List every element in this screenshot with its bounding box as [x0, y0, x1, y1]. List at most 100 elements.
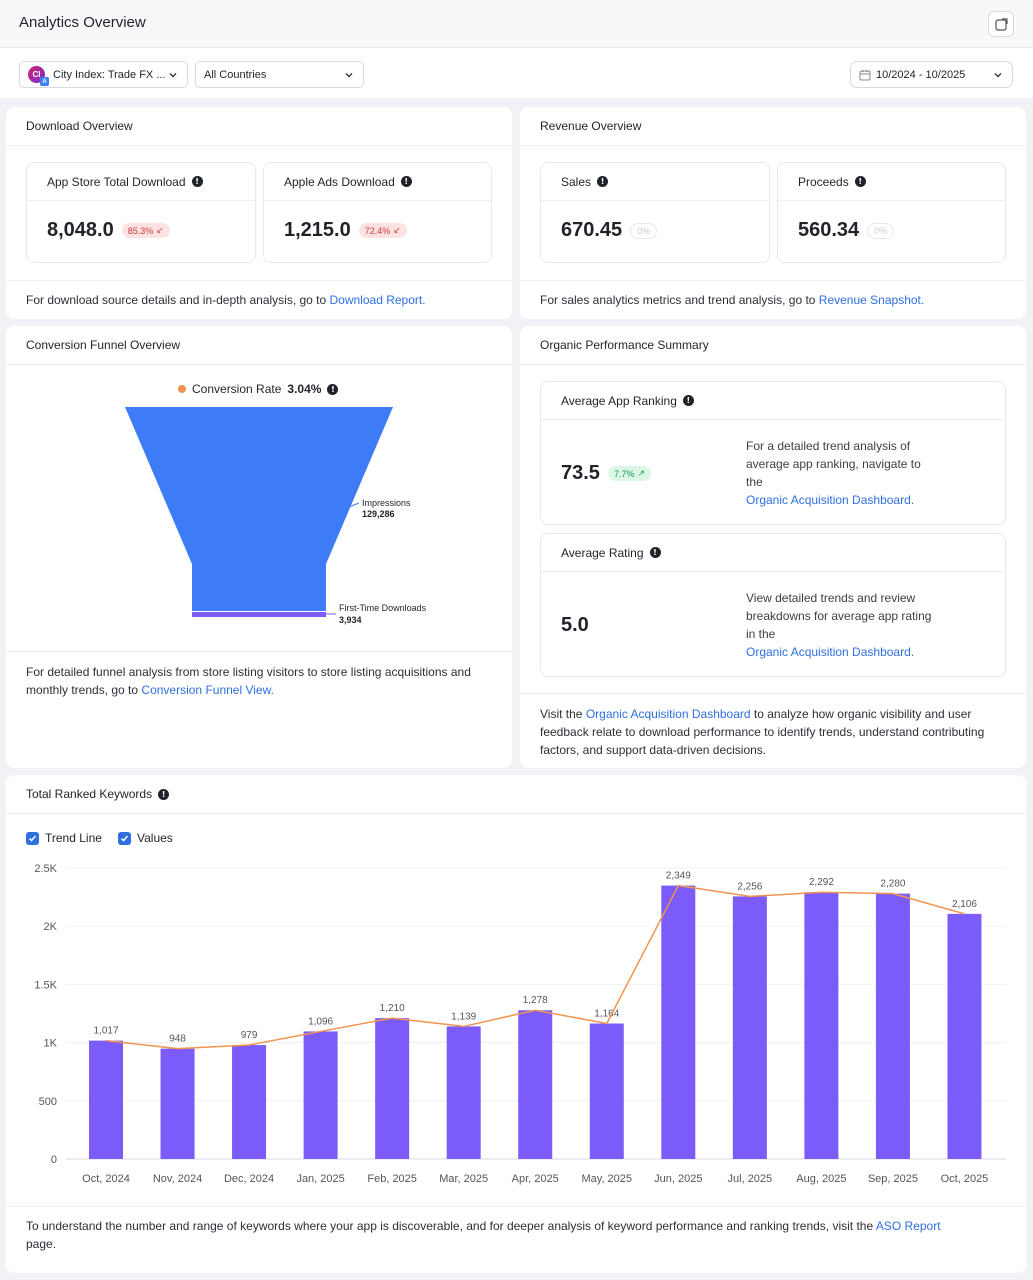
trend-line-toggle[interactable]: Trend Line [26, 831, 102, 845]
bar [804, 892, 839, 1159]
conversion-rate-legend: Conversion Rate 3.04% ! [178, 382, 339, 396]
info-icon[interactable]: ! [682, 395, 694, 406]
change-badge: 7.7% ↗ [607, 466, 651, 481]
y-tick-label: 2K [44, 921, 58, 933]
data-label: 2,106 [952, 899, 977, 910]
data-label: 2,256 [737, 881, 762, 892]
downloads-value: 3,934 [339, 615, 362, 625]
organic-dashboard-link[interactable]: Organic Acquisition Dashboard. [746, 645, 915, 659]
bar [375, 1018, 410, 1159]
change-badge: 0% [867, 222, 895, 239]
card-title: Total Ranked Keywords! [6, 775, 1026, 814]
arrow-up-right-icon: ↗ [637, 468, 645, 478]
download-footer: For download source details and in-depth… [26, 293, 426, 307]
rating-description: View detailed trends and review breakdow… [746, 591, 932, 659]
x-tick-label: Mar, 2025 [439, 1173, 488, 1185]
trend-line [105, 884, 965, 1050]
metric-value: 5.0 [561, 614, 589, 636]
conversion-funnel-card: Conversion Funnel Overview Conversion Ra… [6, 326, 512, 768]
info-icon[interactable]: ! [649, 547, 661, 558]
organic-performance-card: Organic Performance Summary Average App … [520, 326, 1026, 768]
y-tick-label: 500 [39, 1096, 57, 1108]
x-tick-label: Oct, 2024 [82, 1173, 130, 1185]
y-tick-label: 1K [44, 1038, 58, 1050]
info-icon[interactable]: ! [191, 176, 203, 187]
arrow-down-left-icon: ↙ [156, 225, 164, 235]
revenue-footer: For sales analytics metrics and trend an… [540, 293, 925, 307]
x-tick-label: Aug, 2025 [796, 1173, 846, 1185]
info-icon[interactable]: ! [854, 176, 866, 187]
aso-report-link[interactable]: ASO Report [875, 1219, 941, 1233]
values-label: Values [137, 831, 173, 845]
bar [232, 1045, 267, 1159]
funnel-downloads-shape [192, 612, 326, 617]
conversion-funnel-link[interactable]: Conversion Funnel View. [141, 683, 274, 697]
chevron-down-icon [994, 73, 1002, 78]
date-range-select[interactable]: 10/2024 - 10/2025 [850, 61, 1013, 88]
country-select[interactable]: All Countries [195, 61, 364, 88]
data-label: 1,139 [451, 1011, 476, 1022]
sales-metric: Sales! 670.45 0% [540, 162, 770, 263]
checkbox-checked-icon[interactable] [26, 831, 39, 845]
top-bar: Analytics Overview [0, 0, 1033, 48]
card-title: Organic Performance Summary [520, 326, 1026, 365]
x-tick-label: Jan, 2025 [296, 1173, 344, 1185]
x-tick-label: Sep, 2025 [868, 1173, 918, 1185]
y-tick-label: 2.5K [34, 863, 57, 875]
impressions-label: Impressions [362, 498, 411, 508]
funnel-footer: For detailed funnel analysis from store … [26, 665, 471, 697]
funnel-chart: Impressions 129,286 First-Time Downloads… [125, 407, 427, 625]
x-tick-label: Jun, 2025 [654, 1173, 702, 1185]
change-badge: 72.4% ↙ [358, 223, 407, 238]
bar [589, 1023, 624, 1159]
chevron-down-icon [169, 73, 177, 78]
bar [732, 896, 767, 1159]
legend-dot-icon [178, 385, 186, 393]
info-icon[interactable]: ! [400, 176, 412, 187]
keywords-bar-chart: 0 500 1K 1.5K 2K 2.5K 1,017 Oct, 2024 948 Nov, 20… [34, 863, 1006, 1185]
arrow-down-left-icon: ↙ [393, 225, 401, 235]
card-title: Revenue Overview [520, 107, 1026, 146]
checkbox-checked-icon[interactable] [118, 831, 131, 845]
average-rating-metric: Average Rating! 5.0 View detailed trends… [540, 533, 1006, 677]
conversion-rate-label: Conversion Rate [192, 382, 282, 396]
x-tick-label: Jul, 2025 [728, 1173, 773, 1185]
metric-label: Proceeds [798, 174, 849, 189]
ranked-keywords-card: Total Ranked Keywords! Trend Line Values… [6, 775, 1026, 1273]
app-select-label: City Index: Trade FX ... [53, 68, 166, 81]
organic-dashboard-link[interactable]: Organic Acquisition Dashboard [585, 707, 751, 721]
metric-label: Sales [561, 174, 592, 189]
revenue-overview-card: Revenue Overview Sales! 670.45 0% Procee… [520, 107, 1026, 319]
metric-label: Apple Ads Download [284, 174, 395, 189]
funnel-impressions-shape [125, 407, 393, 611]
info-icon[interactable]: ! [327, 383, 339, 395]
card-title: Conversion Funnel Overview [6, 326, 512, 365]
app-select[interactable]: CI A City Index: Trade FX ... [19, 61, 188, 88]
keywords-footer: To understand the number and range of ke… [26, 1219, 941, 1251]
app-store-download-metric: App Store Total Download! 8,048.0 85.3% ↙ [26, 162, 256, 263]
metric-label: App Store Total Download [47, 174, 186, 189]
open-external-button[interactable] [988, 11, 1014, 37]
metric-value: 670.45 [561, 219, 623, 241]
bar [518, 1010, 553, 1159]
app-store-badge-icon: A [40, 77, 49, 86]
organic-dashboard-link[interactable]: Organic Acquisition Dashboard. [746, 493, 915, 507]
info-icon[interactable]: ! [158, 788, 170, 800]
ranking-description: For a detailed trend analysis of average… [746, 439, 921, 507]
apple-ads-download-metric: Apple Ads Download! 1,215.0 72.4% ↙ [263, 162, 492, 263]
organic-footer: Visit the Organic Acquisition Dashboard … [540, 707, 985, 757]
values-toggle[interactable]: Values [118, 831, 173, 845]
metric-value: 560.34 [798, 219, 860, 241]
conversion-rate-value: 3.04% [287, 382, 322, 396]
x-tick-label: Nov, 2024 [153, 1173, 202, 1185]
info-icon[interactable]: ! [597, 176, 609, 187]
data-label: 1,096 [308, 1016, 333, 1027]
bar [89, 1040, 123, 1159]
country-select-label: All Countries [204, 68, 267, 81]
change-badge: 0% [630, 222, 658, 239]
download-report-link[interactable]: Download Report. [329, 293, 426, 307]
bar [446, 1026, 481, 1159]
revenue-snapshot-link[interactable]: Revenue Snapshot. [818, 293, 925, 307]
metric-value: 8,048.0 [47, 219, 114, 241]
calendar-icon [859, 69, 871, 80]
